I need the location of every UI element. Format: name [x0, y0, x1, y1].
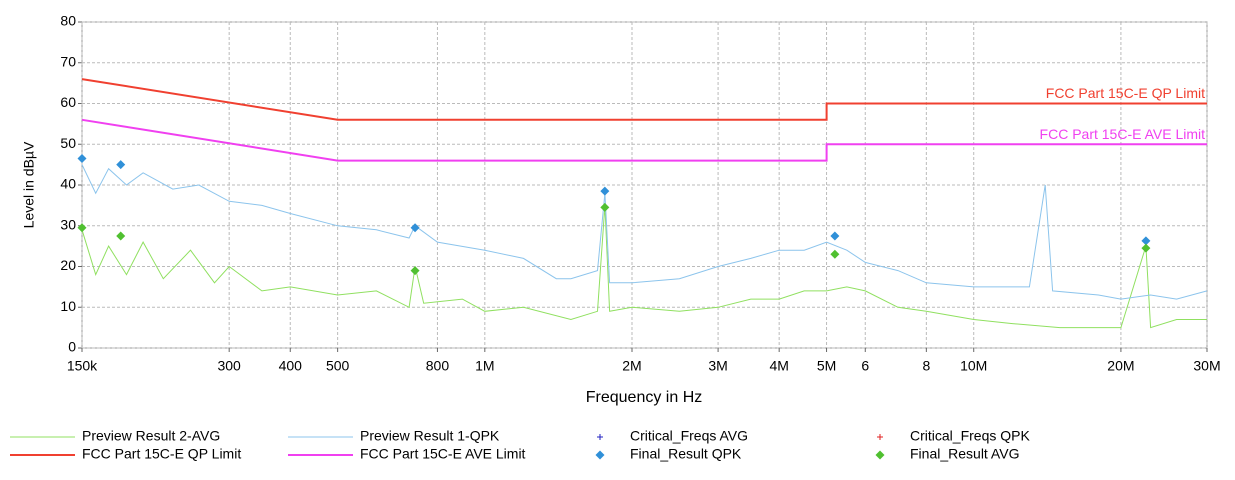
x-axis-label: Frequency in Hz [586, 389, 703, 406]
y-tick-label: 10 [60, 298, 76, 314]
y-tick-label: 60 [60, 94, 76, 110]
y-tick-label: 0 [68, 339, 76, 355]
legend-swatch [877, 434, 883, 440]
series-line [81, 164, 1208, 300]
legend-swatch [595, 450, 605, 460]
data-point [600, 202, 610, 212]
legend-label: Final_Result AVG [910, 446, 1019, 462]
legend-label: Final_Result QPK [630, 446, 742, 462]
data-point [77, 223, 87, 233]
y-axis-label: Level in dBµV [21, 141, 37, 228]
data-point [116, 231, 126, 241]
legend-label: Critical_Freqs AVG [630, 428, 748, 444]
x-tick-label: 3M [708, 358, 727, 374]
x-tick-label: 6 [861, 358, 869, 374]
y-tick-label: 50 [60, 135, 76, 151]
data-point [600, 186, 610, 196]
data-point [830, 249, 840, 259]
legend-label: Preview Result 1-QPK [360, 428, 500, 444]
x-tick-label: 300 [217, 358, 241, 374]
series-line [81, 205, 1207, 329]
data-point [410, 223, 420, 233]
x-tick-label: 150k [67, 358, 98, 374]
x-tick-label: 5M [817, 358, 836, 374]
x-tick-label: 4M [769, 358, 788, 374]
legend-swatch [597, 434, 603, 440]
legend-swatch [875, 450, 885, 460]
data-point [830, 231, 840, 241]
y-tick-label: 20 [60, 257, 76, 273]
x-tick-label: 10M [960, 358, 987, 374]
data-point [1141, 236, 1151, 246]
y-tick-label: 40 [60, 176, 76, 192]
series-line [81, 78, 1207, 121]
data-point [410, 266, 420, 276]
y-tick-label: 80 [60, 13, 76, 29]
x-tick-label: 20M [1107, 358, 1134, 374]
series-line [81, 118, 1207, 162]
y-tick-label: 30 [60, 216, 76, 232]
x-tick-label: 400 [279, 358, 303, 374]
x-tick-label: 8 [922, 358, 930, 374]
limit-label: FCC Part 15C-E AVE Limit [1040, 126, 1206, 142]
legend-label: FCC Part 15C-E QP Limit [82, 446, 241, 462]
legend-label: Critical_Freqs QPK [910, 428, 1030, 444]
data-point [77, 154, 87, 164]
data-point [1141, 243, 1151, 253]
legend-label: FCC Part 15C-E AVE Limit [360, 446, 526, 462]
limit-label: FCC Part 15C-E QP Limit [1046, 85, 1205, 101]
x-tick-label: 800 [426, 358, 450, 374]
legend-label: Preview Result 2-AVG [82, 428, 220, 444]
x-tick-label: 30M [1193, 358, 1220, 374]
y-tick-label: 70 [60, 53, 76, 69]
x-tick-label: 1M [475, 358, 494, 374]
x-tick-label: 500 [326, 358, 350, 374]
x-tick-label: 2M [622, 358, 641, 374]
data-point [116, 160, 126, 170]
